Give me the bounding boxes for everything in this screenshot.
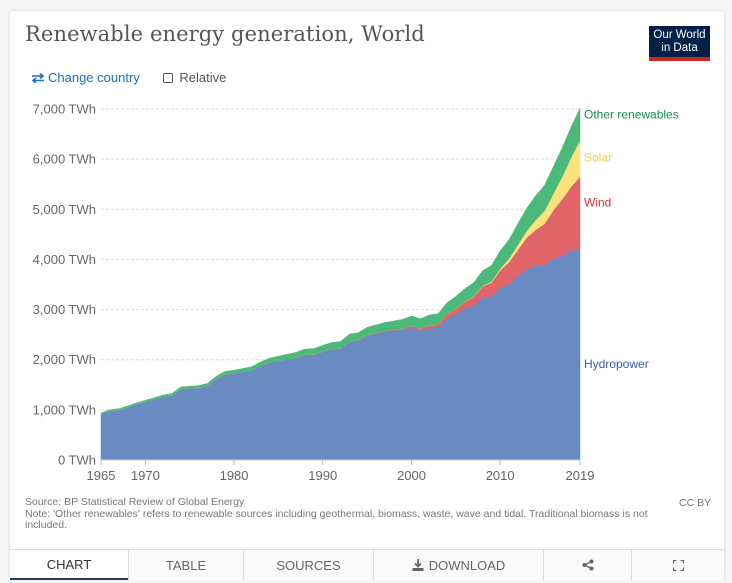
tab-download-label: DOWNLOAD — [428, 557, 506, 573]
swap-arrows-icon — [31, 72, 45, 83]
relative-label: Relative — [179, 70, 227, 85]
legend-label-solar[interactable]: Solar — [584, 151, 612, 165]
tab-table[interactable]: TABLE — [128, 550, 243, 580]
stacked-area-chart: 0 TWh 1,000 TWh 2,000 TWh 3,000 TWh 4,000 TW… — [33, 102, 679, 484]
x-tick-label: 1990 — [308, 468, 337, 483]
tab-chart-label: CHART — [46, 556, 92, 572]
y-tick-label: 6,000 TWh — [33, 152, 96, 167]
x-tick-label: 1965 — [87, 468, 116, 483]
tab-bar: CHART TABLE SOURCES DOWNLOAD — [10, 549, 724, 580]
x-tick-label: 2000 — [397, 468, 426, 483]
share-icon — [582, 559, 593, 571]
area-other-renewables[interactable] — [100, 108, 581, 415]
series-labels: Hydropower Wind Solar Other renewables — [584, 107, 679, 371]
legend-label-wind[interactable]: Wind — [584, 196, 611, 210]
legend-label-hydropower[interactable]: Hydropower — [584, 357, 649, 371]
y-tick-label: 7,000 TWh — [33, 102, 96, 117]
owid-logo[interactable]: Our World in Data — [649, 26, 710, 61]
series-areas — [100, 108, 581, 461]
tab-sources-label: SOURCES — [276, 557, 341, 573]
chart-card — [10, 11, 724, 579]
change-country-button[interactable]: Change country — [31, 70, 140, 85]
y-tick-label: 3,000 TWh — [33, 302, 96, 317]
change-country-label: Change country — [48, 70, 140, 85]
relative-checkbox[interactable] — [163, 72, 174, 83]
logo-line-1: Our World — [653, 29, 706, 41]
y-tick-label: 1,000 TWh — [33, 402, 96, 417]
y-tick-label: 0 TWh — [58, 453, 96, 468]
y-axis: 0 TWh 1,000 TWh 2,000 TWh 3,000 TWh 4,000 TW… — [33, 102, 96, 468]
y-tick-label: 5,000 TWh — [33, 202, 96, 217]
tab-chart[interactable]: CHART — [10, 550, 128, 580]
x-axis: 1965 1970 1980 1990 2000 2010 2019 — [87, 459, 595, 483]
share-button[interactable] — [543, 550, 631, 580]
x-tick-label: 2019 — [566, 468, 595, 483]
chart-footer: Source: BP Statistical Review of Global … — [25, 496, 665, 532]
x-tick-label: 1980 — [220, 468, 249, 483]
fullscreen-button[interactable] — [631, 550, 724, 580]
tab-sources[interactable]: SOURCES — [243, 550, 373, 580]
legend-label-other-renewables[interactable]: Other renewables — [584, 107, 679, 121]
x-tick-label: 2010 — [486, 468, 515, 483]
license-link[interactable]: CC BY — [679, 497, 712, 509]
fullscreen-icon — [672, 559, 684, 571]
note-text: Note: 'Other renewables' refers to renew… — [25, 507, 648, 531]
source-text: Source: BP Statistical Review of Global … — [25, 496, 245, 508]
download-icon — [412, 559, 424, 571]
tab-download[interactable]: DOWNLOAD — [373, 550, 543, 580]
x-tick-label: 1970 — [131, 468, 160, 483]
relative-toggle[interactable]: Relative — [163, 70, 226, 85]
chart-title: Renewable energy generation, World — [25, 22, 425, 46]
chart-controls: Change country Relative — [31, 70, 226, 86]
y-tick-label: 4,000 TWh — [33, 252, 96, 267]
logo-line-2: in Data — [661, 42, 698, 54]
tab-table-label: TABLE — [165, 557, 207, 573]
y-tick-label: 2,000 TWh — [33, 352, 96, 367]
